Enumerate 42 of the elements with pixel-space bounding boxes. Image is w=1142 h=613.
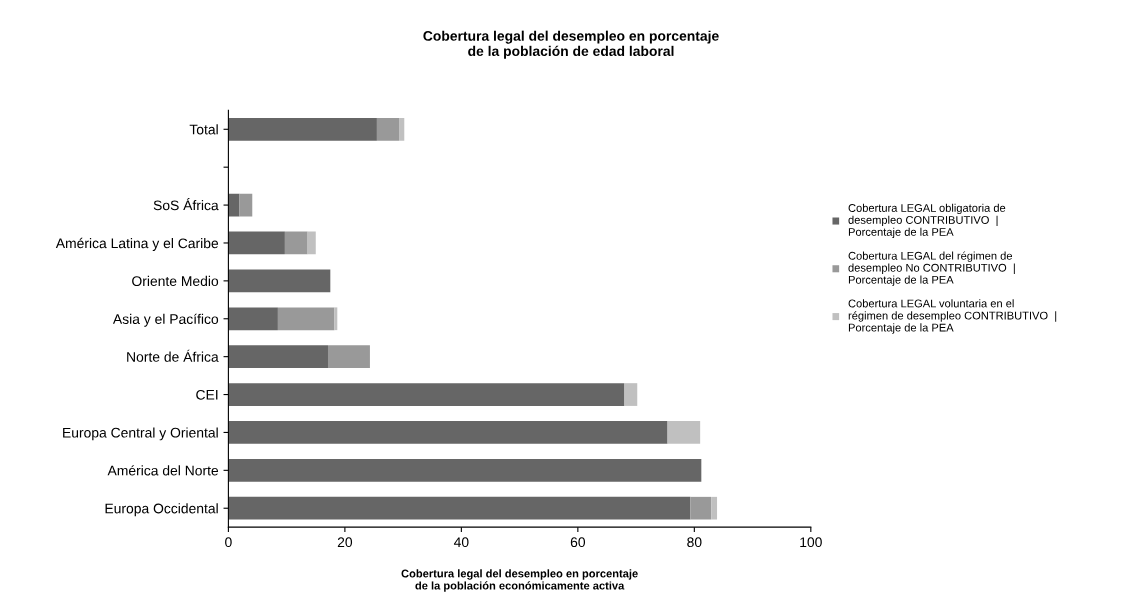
bar [277, 307, 335, 331]
y-tick-label: Europa Central y Oriental [63, 427, 218, 441]
bar [690, 496, 712, 520]
legend-label: Cobertura LEGAL obligatoria de desempleo CONTRIBUTIVO | Porcentaje de la PEA [848, 203, 1006, 239]
bar [228, 345, 328, 369]
y-tick-label: Norte de África [127, 349, 219, 362]
bar [307, 231, 316, 255]
bar [228, 383, 625, 406]
x-tick-label: 80 [687, 537, 702, 548]
bar [228, 421, 668, 444]
bar [228, 496, 691, 520]
chart-title: Cobertura legal del desempleo en porcentaje de la población de edad laboral [423, 30, 719, 59]
y-tick-label: Europa Occidental [105, 503, 218, 517]
y-tick-label: Oriente Medio [132, 275, 219, 287]
y-tick-label: Asia y el Pacífico [112, 313, 219, 327]
x-tick-label: 60 [570, 537, 586, 548]
x-tick-label: 40 [453, 537, 469, 548]
bar [228, 117, 377, 141]
x-tick-label: 100 [800, 537, 822, 548]
y-tick-label: CEI [196, 389, 218, 400]
bar [228, 231, 285, 255]
bar [228, 458, 702, 482]
bar [399, 117, 405, 141]
bar [228, 269, 331, 293]
bar [334, 307, 338, 331]
bar [228, 307, 278, 331]
y-tick-label: América Latina y el Caribe [55, 237, 219, 251]
bar [327, 345, 370, 369]
y-tick-label: SoS África [153, 198, 219, 211]
bar [667, 421, 701, 444]
y-tick-label: Total [189, 124, 218, 135]
bar [711, 496, 718, 520]
legend-label: Cobertura LEGAL voluntaria en el régimen de desempleo CONTRIBUTIVO | Porcentaje de la PEA [848, 299, 1057, 334]
x-tick-label: 20 [337, 537, 353, 548]
bar [239, 193, 253, 217]
y-tick-label: América del Norte [107, 465, 219, 476]
x-tick-label: 0 [225, 537, 232, 548]
legend-label: Cobertura LEGAL del régimen de desempleo No CONTRIBUTIVO | Porcentaje de la PEA [848, 251, 1015, 286]
bar [376, 117, 400, 141]
bar [624, 383, 638, 406]
x-axis-title: Cobertura legal del desempleo en porcentaje de la población económicamente activa [401, 569, 638, 592]
bar [284, 231, 308, 255]
